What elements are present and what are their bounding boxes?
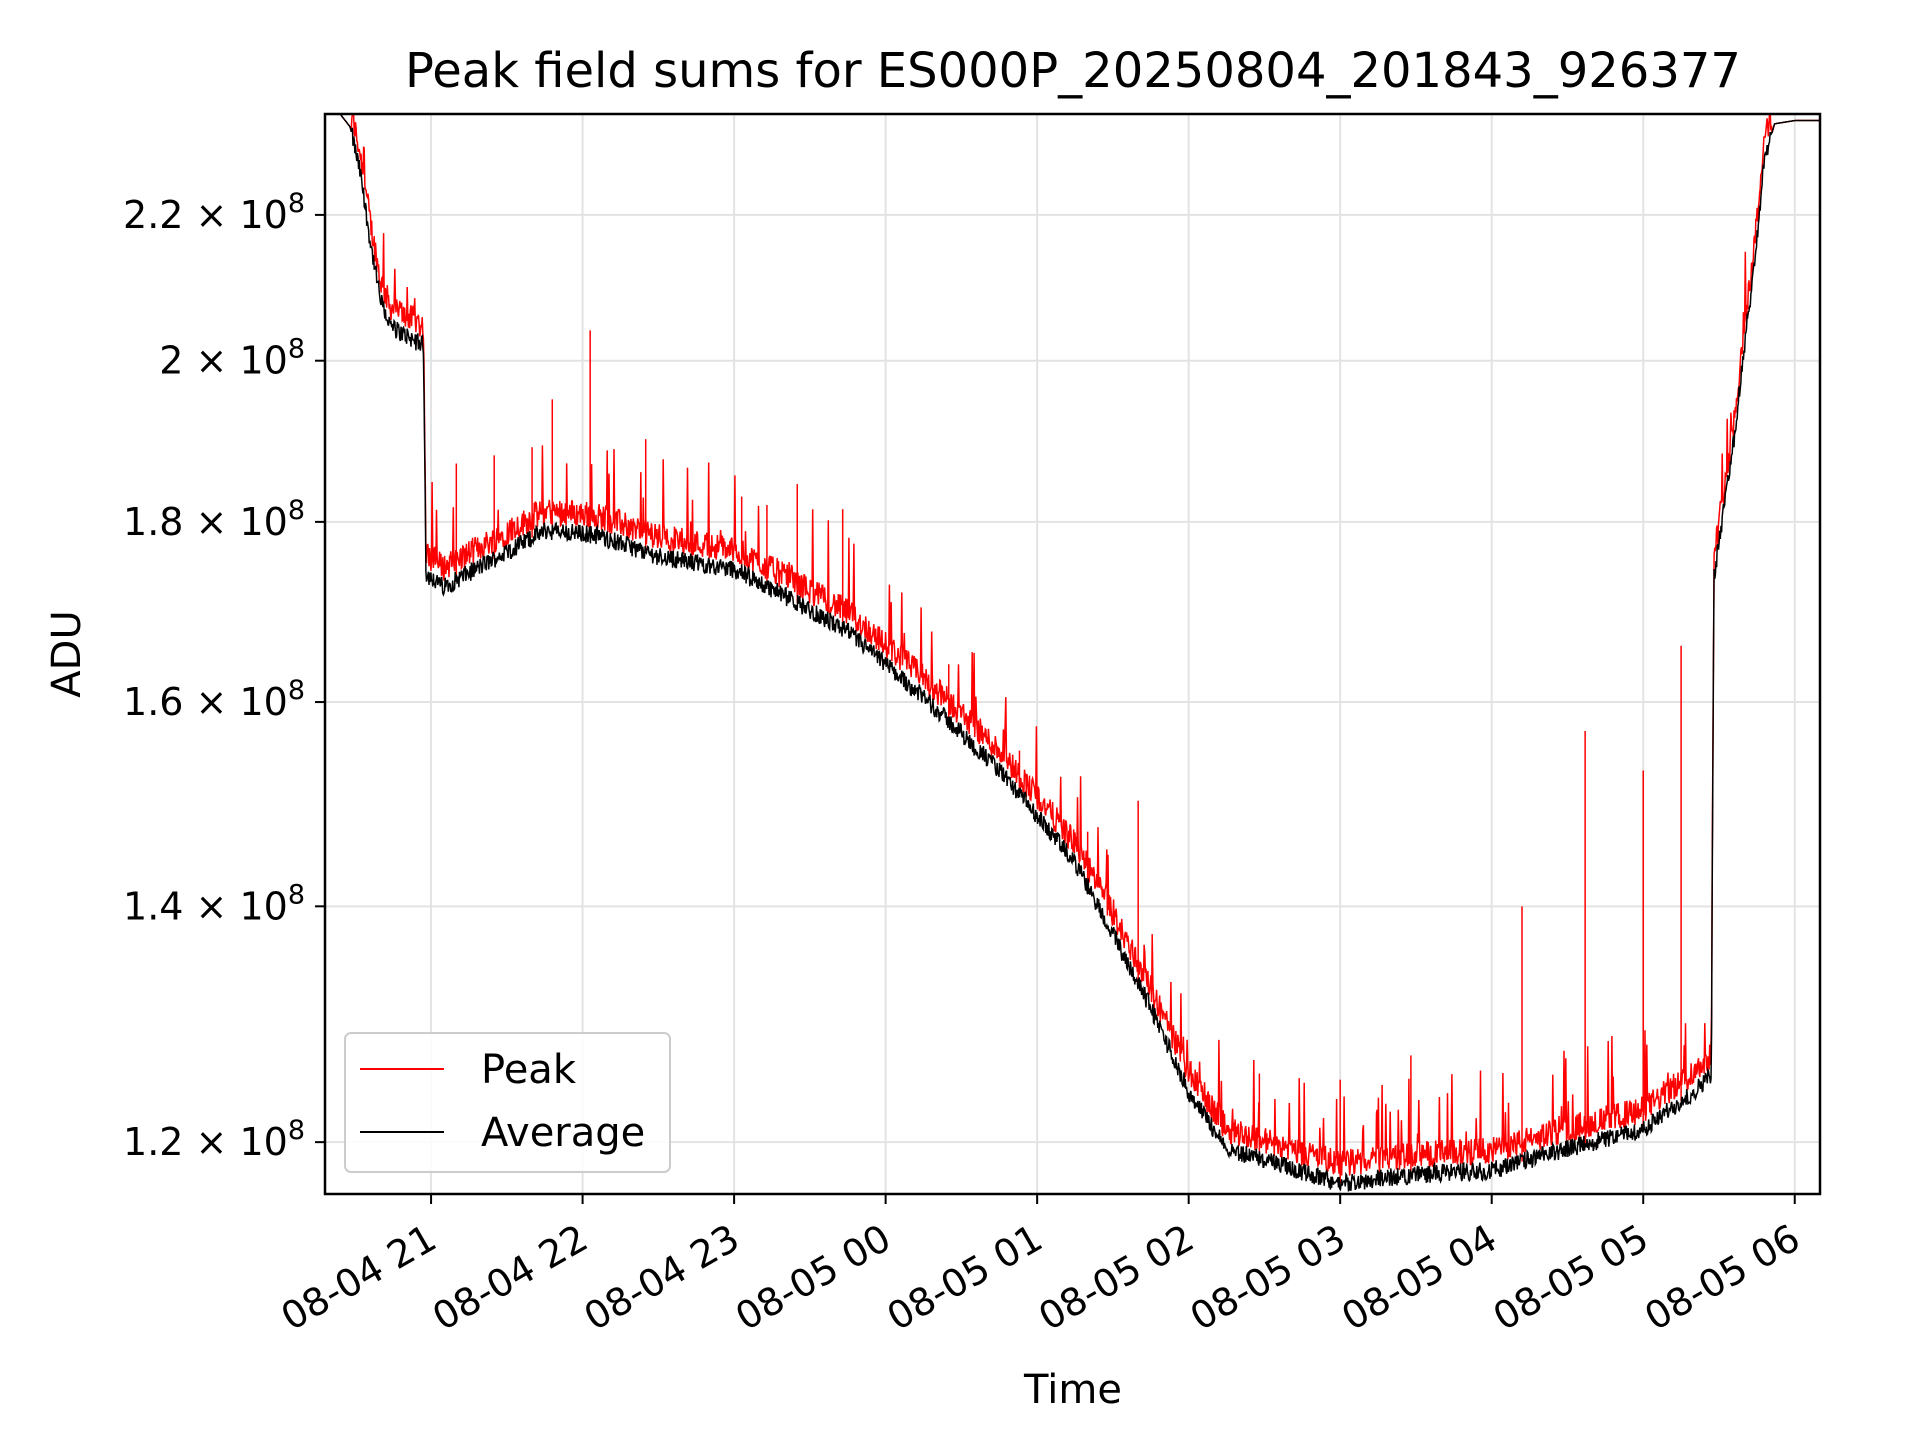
legend: Peak Average: [344, 1032, 671, 1173]
legend-box: [344, 1032, 671, 1173]
legend-peak-label: Peak: [481, 1047, 577, 1093]
chart-title: Peak field sums for ES000P_20250804_2018…: [405, 43, 1741, 99]
y-tick-label: 1.6 × 108: [123, 675, 305, 724]
y-tick-label: 1.8 × 108: [123, 495, 305, 544]
y-tick-label: 2.2 × 108: [123, 188, 305, 237]
y-tick-label: 1.2 × 108: [123, 1115, 305, 1164]
legend-average-label: Average: [481, 1110, 645, 1156]
series-layer: [325, 114, 1820, 1192]
y-axis-label: ADU: [44, 610, 90, 697]
series-peak-line: [325, 114, 1820, 1176]
y-tick-label: 1.4 × 108: [123, 879, 305, 928]
y-axis-ticks: 1.2 × 108 1.4 × 108 1.6 × 108 1.8 × 108 2 × …: [123, 188, 325, 1164]
plot-frame: [323, 112, 1822, 1196]
series-average-line: [325, 114, 1820, 1192]
x-axis-label: Time: [1023, 1367, 1122, 1413]
y-tick-label: 2 × 108: [159, 334, 305, 383]
